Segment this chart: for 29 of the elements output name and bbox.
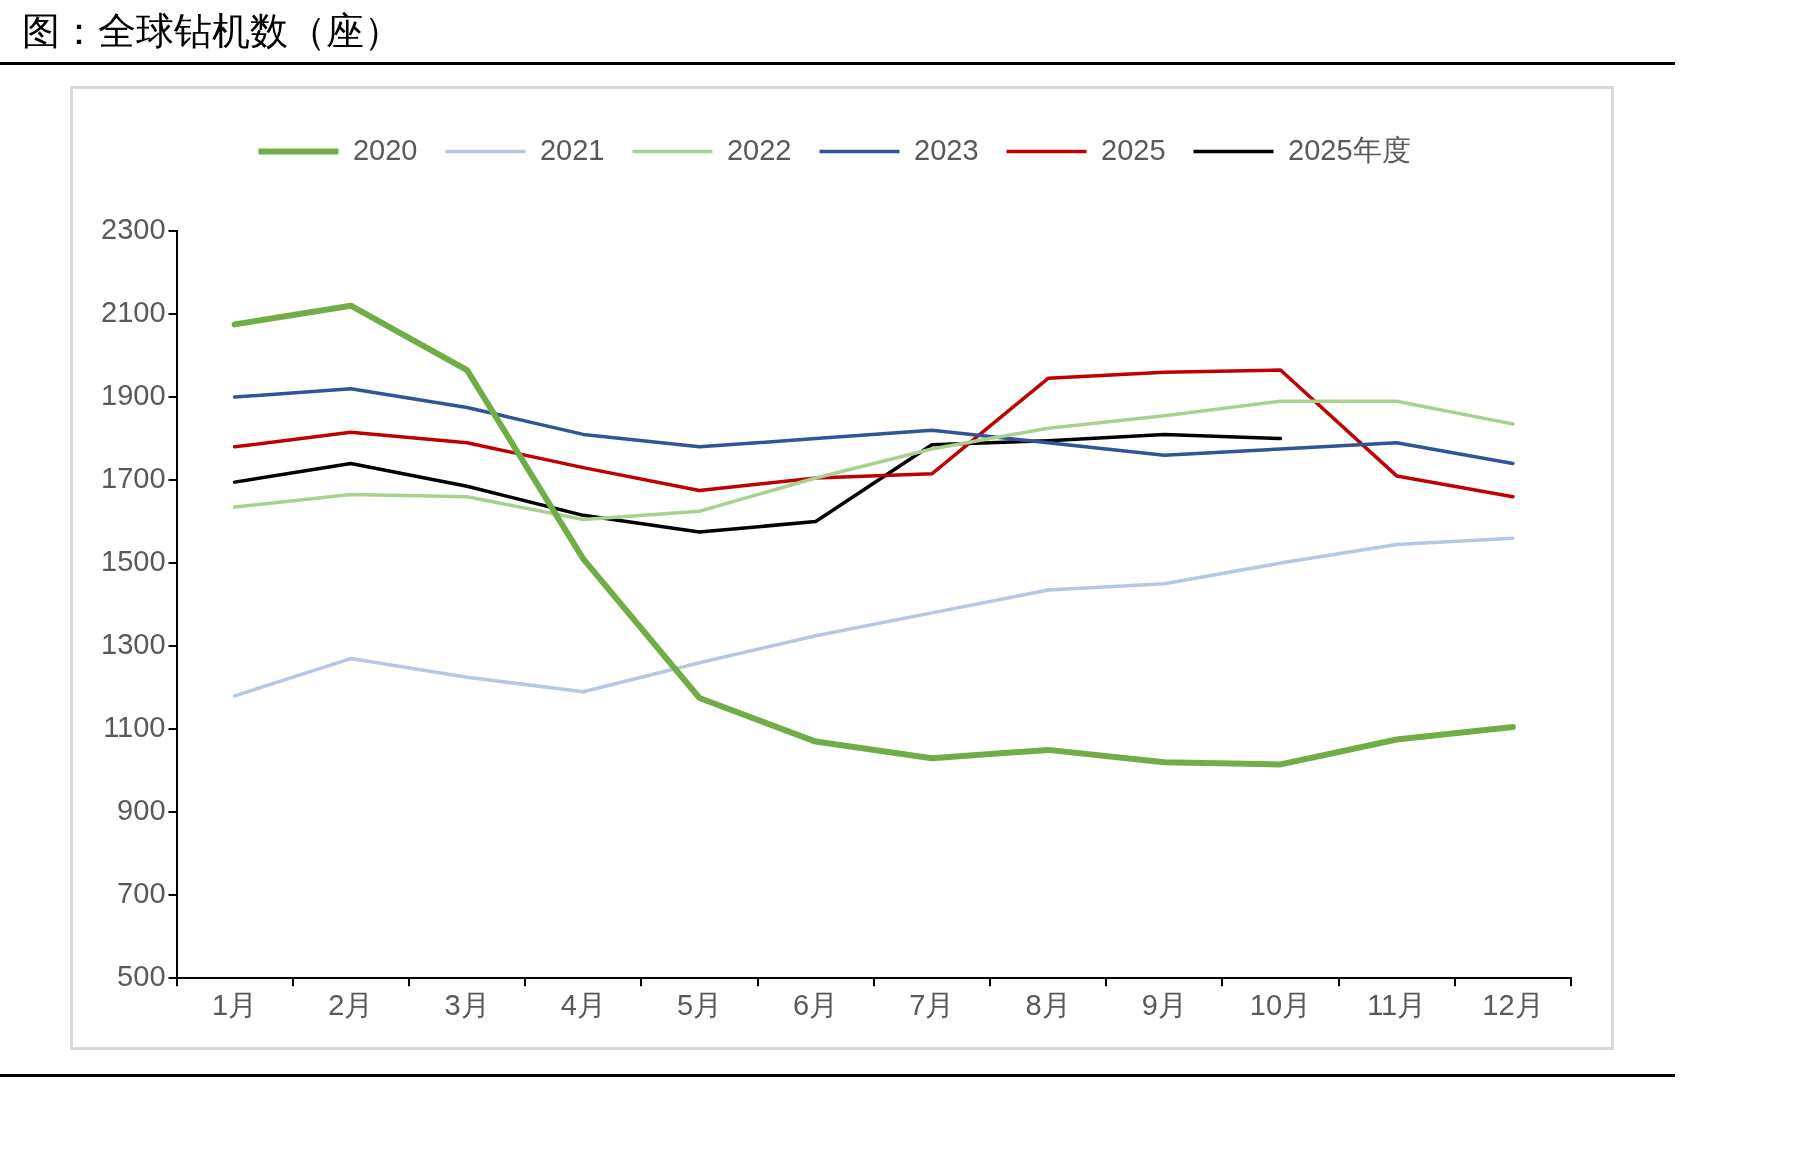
x-tick-label: 2月 (328, 988, 374, 1021)
x-tick-label: 11月 (1367, 988, 1427, 1021)
y-tick-label: 1900 (101, 379, 166, 412)
y-tick-label: 500 (117, 960, 166, 993)
legend-label: 2021 (539, 133, 605, 166)
x-tick-label: 6月 (793, 988, 839, 1021)
legend-label: 2020 (352, 133, 418, 166)
x-tick-label: 5月 (676, 988, 723, 1021)
x-tick-label: 10月 (1249, 988, 1312, 1021)
chart-title: 图：全球钻机数（座） (22, 8, 402, 55)
y-tick-label: 700 (117, 877, 166, 910)
y-tick-label: 1100 (103, 711, 166, 744)
x-tick-label: 12月 (1482, 988, 1544, 1021)
y-tick-label: 900 (117, 794, 166, 827)
y-tick-label: 1700 (101, 462, 166, 495)
y-tick-label: 1500 (101, 545, 166, 578)
y-tick-label: 2100 (101, 296, 166, 329)
legend-label: 2025年度 (1288, 133, 1411, 166)
x-tick-label: 7月 (909, 988, 955, 1021)
x-tick-label: 8月 (1025, 988, 1071, 1021)
legend-label: 2025 (1101, 133, 1166, 166)
x-tick-label: 3月 (444, 988, 490, 1021)
x-tick-label: 1月 (212, 988, 258, 1021)
x-tick-label: 9月 (1141, 988, 1187, 1021)
legend-label: 2022 (726, 133, 792, 166)
legend-label: 2023 (914, 133, 979, 166)
y-tick-label: 2300 (101, 213, 166, 245)
x-tick-label: 4月 (560, 988, 606, 1021)
y-tick-label: 1300 (101, 628, 166, 661)
